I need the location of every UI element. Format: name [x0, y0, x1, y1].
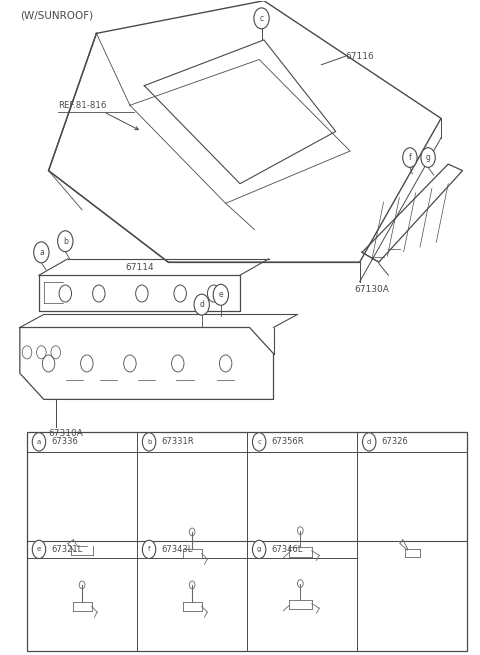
Text: 67321L: 67321L: [51, 545, 82, 554]
Text: 67336: 67336: [51, 438, 78, 446]
Text: 67356R: 67356R: [271, 438, 304, 446]
Text: d: d: [367, 439, 372, 445]
Text: g: g: [426, 153, 431, 162]
Text: 67331R: 67331R: [161, 438, 193, 446]
Circle shape: [34, 242, 49, 263]
Text: f: f: [408, 153, 411, 162]
Circle shape: [362, 433, 376, 451]
Text: 67116: 67116: [345, 52, 374, 61]
Circle shape: [403, 148, 417, 168]
Circle shape: [213, 284, 228, 305]
Text: b: b: [63, 236, 68, 246]
Text: c: c: [260, 14, 264, 23]
Circle shape: [254, 8, 269, 29]
Circle shape: [143, 433, 156, 451]
Text: d: d: [199, 300, 204, 309]
Circle shape: [252, 433, 266, 451]
Text: 67326: 67326: [381, 438, 408, 446]
Circle shape: [32, 540, 46, 559]
Circle shape: [58, 231, 73, 252]
Text: 67130A: 67130A: [355, 285, 390, 294]
Text: f: f: [148, 546, 150, 552]
Text: e: e: [37, 546, 41, 552]
Text: 67310A: 67310A: [48, 429, 84, 438]
Circle shape: [143, 540, 156, 559]
Text: 67114: 67114: [125, 263, 154, 272]
Text: a: a: [39, 248, 44, 257]
Circle shape: [194, 294, 209, 315]
Text: g: g: [257, 546, 261, 552]
Text: REF.81-816: REF.81-816: [58, 101, 107, 110]
Text: b: b: [147, 439, 151, 445]
Circle shape: [252, 540, 266, 559]
Text: 67343L: 67343L: [161, 545, 192, 554]
Circle shape: [421, 148, 435, 168]
Text: e: e: [218, 290, 223, 299]
Bar: [27, 432, 468, 651]
Text: a: a: [37, 439, 41, 445]
Circle shape: [32, 433, 46, 451]
Text: c: c: [257, 439, 261, 445]
Text: (W/SUNROOF): (W/SUNROOF): [20, 10, 93, 20]
Text: 67346L: 67346L: [271, 545, 302, 554]
